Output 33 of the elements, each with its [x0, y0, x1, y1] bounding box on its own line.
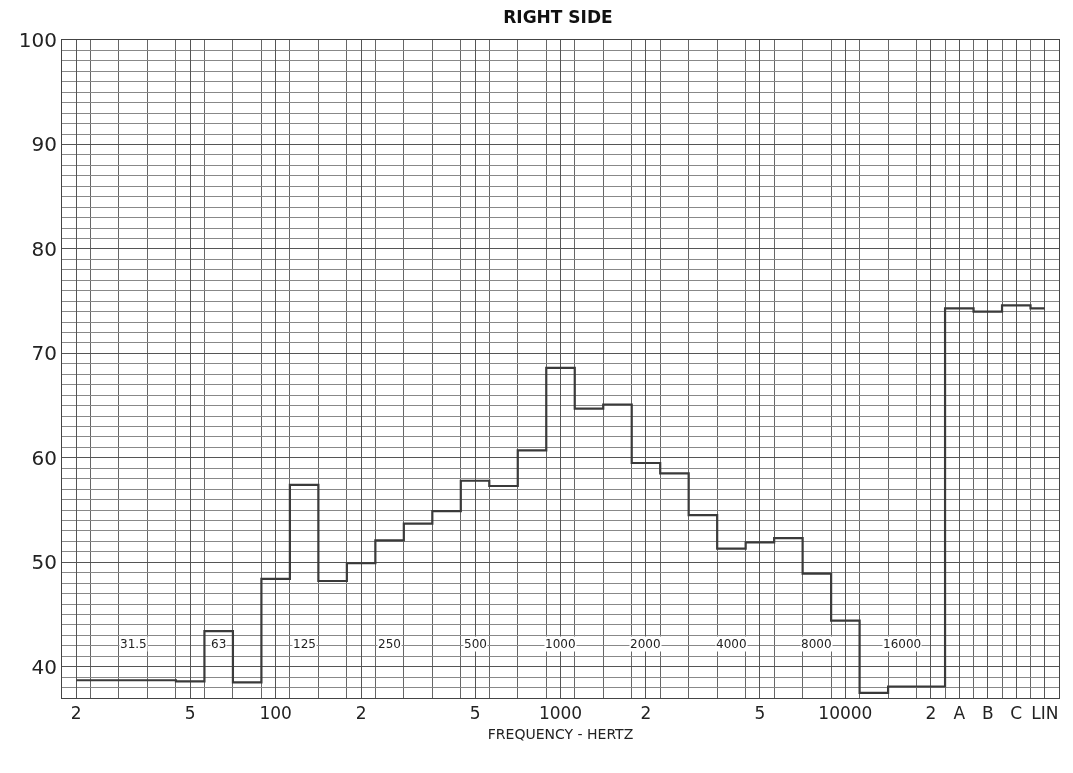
annotation: 16000	[883, 637, 922, 651]
x-tick-label: A	[953, 703, 966, 724]
y-tick-label: 60	[31, 445, 57, 470]
x-tick-label: 100	[259, 703, 292, 724]
y-tick-label: 40	[31, 654, 57, 679]
annotation: 2000	[630, 637, 661, 651]
x-tick-label: 2	[640, 703, 652, 724]
annotation: 63	[211, 637, 227, 651]
y-tick-label: 70	[31, 341, 57, 366]
x-tick-label: 1000	[538, 703, 583, 724]
annotation: 8000	[801, 637, 832, 651]
x-tick-label: 10000	[818, 703, 873, 724]
annotation: 250	[378, 637, 401, 651]
x-tick-label: C	[1010, 703, 1023, 724]
x-tick-label: B	[981, 703, 994, 724]
chart-title: RIGHT SIDE	[503, 7, 613, 28]
x-axis-title: FREQUENCY - HERTZ	[487, 725, 634, 742]
x-tick-label: 2	[355, 703, 367, 724]
x-tick-label: 5	[469, 703, 481, 724]
y-tick-label: 100	[18, 28, 57, 52]
annotation: 1000	[545, 637, 576, 651]
y-tick-label: 50	[31, 550, 57, 575]
annotation: 500	[464, 637, 487, 651]
annotation: 4000	[716, 637, 747, 651]
annotation: 125	[293, 637, 316, 651]
annotation: 31.5	[120, 637, 147, 651]
x-tick-label: LIN	[1031, 703, 1059, 724]
x-tick-label: 5	[754, 703, 766, 724]
x-tick-label: 2	[925, 703, 937, 724]
y-tick-label: 80	[31, 236, 57, 261]
x-tick-label: 5	[184, 703, 196, 724]
x-tick-label: 2	[70, 703, 82, 724]
y-tick-label: 90	[31, 132, 57, 157]
